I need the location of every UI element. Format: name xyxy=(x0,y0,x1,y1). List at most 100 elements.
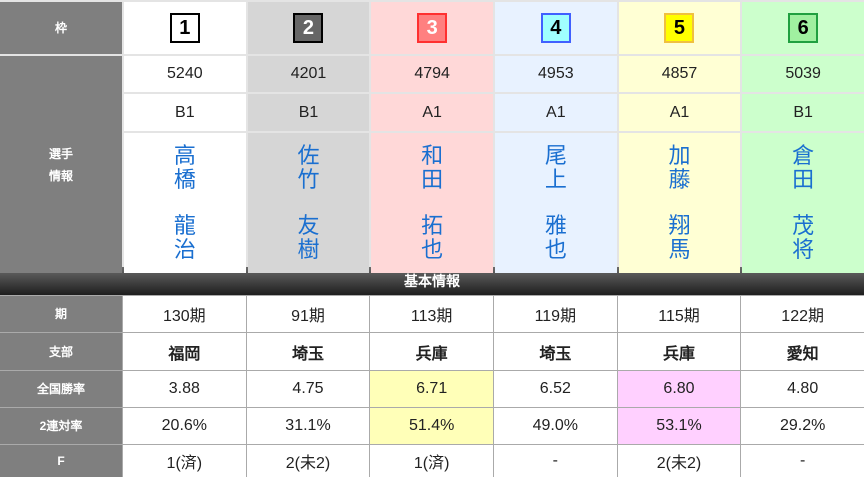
f-label: F xyxy=(0,445,122,477)
frame-badge: 1 xyxy=(169,13,200,43)
family-name: 尾上 xyxy=(545,144,567,192)
national-win-rate-label: 全国勝率 xyxy=(0,371,122,407)
racer-f: 2(未2) xyxy=(617,445,741,477)
racer-number: 4794 xyxy=(371,56,493,92)
racer-term: 115期 xyxy=(617,296,741,332)
name-char: 佐 xyxy=(297,143,320,168)
branch-label: 支部 xyxy=(0,333,122,370)
frame-cell: 5 xyxy=(618,2,741,54)
racer-term: 91期 xyxy=(246,296,370,332)
name-char: 竹 xyxy=(297,167,320,192)
racer-f: - xyxy=(493,445,617,477)
frame-badge: 5 xyxy=(664,13,695,43)
name-char: 田 xyxy=(792,167,815,192)
racer-quinella: 53.1% xyxy=(617,408,741,444)
racer-win-rate: 3.88 xyxy=(123,371,246,407)
frame-badge: 6 xyxy=(788,13,819,43)
frame-badge: 2 xyxy=(293,13,324,43)
racer-branch: 福岡 xyxy=(123,333,246,370)
racer-quinella: 20.6% xyxy=(123,408,246,444)
racer-number: 4953 xyxy=(494,56,617,92)
name-char: 橋 xyxy=(173,167,196,192)
racer-name: 和田拓也 xyxy=(371,133,493,273)
name-char: 加 xyxy=(668,143,691,168)
name-char: 和 xyxy=(421,143,444,168)
racer-name: 高橋龍治 xyxy=(124,133,246,273)
racer-branch: 埼玉 xyxy=(493,333,617,370)
name-char: 尾 xyxy=(544,143,567,168)
racer-win-rate: 6.80 xyxy=(617,371,741,407)
racer-term: 119期 xyxy=(493,296,617,332)
name-char: 倉 xyxy=(792,143,815,168)
name-char: 茂 xyxy=(792,213,815,238)
racer-class: B1 xyxy=(124,94,246,131)
name-char: 治 xyxy=(173,237,196,262)
family-name: 加藤 xyxy=(668,144,690,192)
family-name: 佐竹 xyxy=(297,144,319,192)
racer-quinella: 31.1% xyxy=(246,408,370,444)
frame-badge: 4 xyxy=(540,13,571,43)
racer-number: 4857 xyxy=(618,56,741,92)
name-char: 拓 xyxy=(421,213,444,238)
name-char: 馬 xyxy=(668,237,691,262)
racer-term: 122期 xyxy=(741,296,864,332)
racer-win-rate: 4.75 xyxy=(246,371,370,407)
racer-term: 113期 xyxy=(370,296,493,332)
racer-name: 倉田茂将 xyxy=(742,133,864,273)
name-char: 樹 xyxy=(297,237,320,262)
racer-number: 5240 xyxy=(124,56,246,92)
racer-quinella: 51.4% xyxy=(370,408,493,444)
given-name: 雅也 xyxy=(545,214,567,262)
term-label: 期 xyxy=(0,296,122,332)
racer-branch: 兵庫 xyxy=(617,333,741,370)
given-name: 友樹 xyxy=(297,214,319,262)
family-name: 高橋 xyxy=(174,144,196,192)
name-char: 藤 xyxy=(668,167,691,192)
name-char: 雅 xyxy=(544,213,567,238)
racer-class: B1 xyxy=(247,94,370,131)
frame-cell: 1 xyxy=(124,2,246,54)
racer-f: 1(済) xyxy=(123,445,246,477)
name-char: 友 xyxy=(297,213,320,238)
racer-term: 130期 xyxy=(123,296,246,332)
quinella-rate-label: 2連対率 xyxy=(0,408,122,444)
frame-cell: 4 xyxy=(494,2,617,54)
frame-badge: 3 xyxy=(417,13,448,43)
name-char: 龍 xyxy=(173,213,196,238)
name-char: 也 xyxy=(421,237,444,262)
player-info-label: 選手 情報 xyxy=(0,56,122,273)
frame-cell: 3 xyxy=(371,2,493,54)
given-name: 龍治 xyxy=(174,214,196,262)
racer-branch: 埼玉 xyxy=(246,333,370,370)
racer-f: 1(済) xyxy=(370,445,493,477)
racer-f: 2(未2) xyxy=(246,445,370,477)
given-name: 茂将 xyxy=(792,214,814,262)
racer-name: 尾上雅也 xyxy=(494,133,617,273)
racer-win-rate: 6.52 xyxy=(493,371,617,407)
basic-info-table: 期 130期 91期 113期 119期 115期 122期 支部 福岡 埼玉 兵庫 埼玉 兵庫 愛知 全国… xyxy=(0,295,864,477)
racer-branch: 愛知 xyxy=(741,333,864,370)
given-name: 拓也 xyxy=(421,214,443,262)
name-char: 也 xyxy=(544,237,567,262)
name-char: 高 xyxy=(173,143,196,168)
racer-class: B1 xyxy=(742,94,864,131)
racer-quinella: 29.2% xyxy=(741,408,864,444)
racer-number: 4201 xyxy=(247,56,370,92)
frame-label: 枠 xyxy=(0,2,122,54)
racer-win-rate: 4.80 xyxy=(741,371,864,407)
racer-header-table: 枠 1 2 3 4 5 6 選手 情報 5240 4201 4794 4953 4857 5039 B1 B… xyxy=(0,0,864,273)
racer-class: A1 xyxy=(494,94,617,131)
frame-cell: 2 xyxy=(247,2,370,54)
racer-quinella: 49.0% xyxy=(493,408,617,444)
racer-name: 佐竹友樹 xyxy=(247,133,370,273)
racer-class: A1 xyxy=(371,94,493,131)
racer-number: 5039 xyxy=(742,56,864,92)
name-char: 将 xyxy=(792,237,815,262)
frame-cell: 6 xyxy=(742,2,864,54)
family-name: 倉田 xyxy=(792,144,814,192)
racer-f: - xyxy=(741,445,864,477)
racer-class: A1 xyxy=(618,94,741,131)
name-char: 翔 xyxy=(668,213,691,238)
racer-name: 加藤翔馬 xyxy=(618,133,741,273)
racer-branch: 兵庫 xyxy=(370,333,493,370)
